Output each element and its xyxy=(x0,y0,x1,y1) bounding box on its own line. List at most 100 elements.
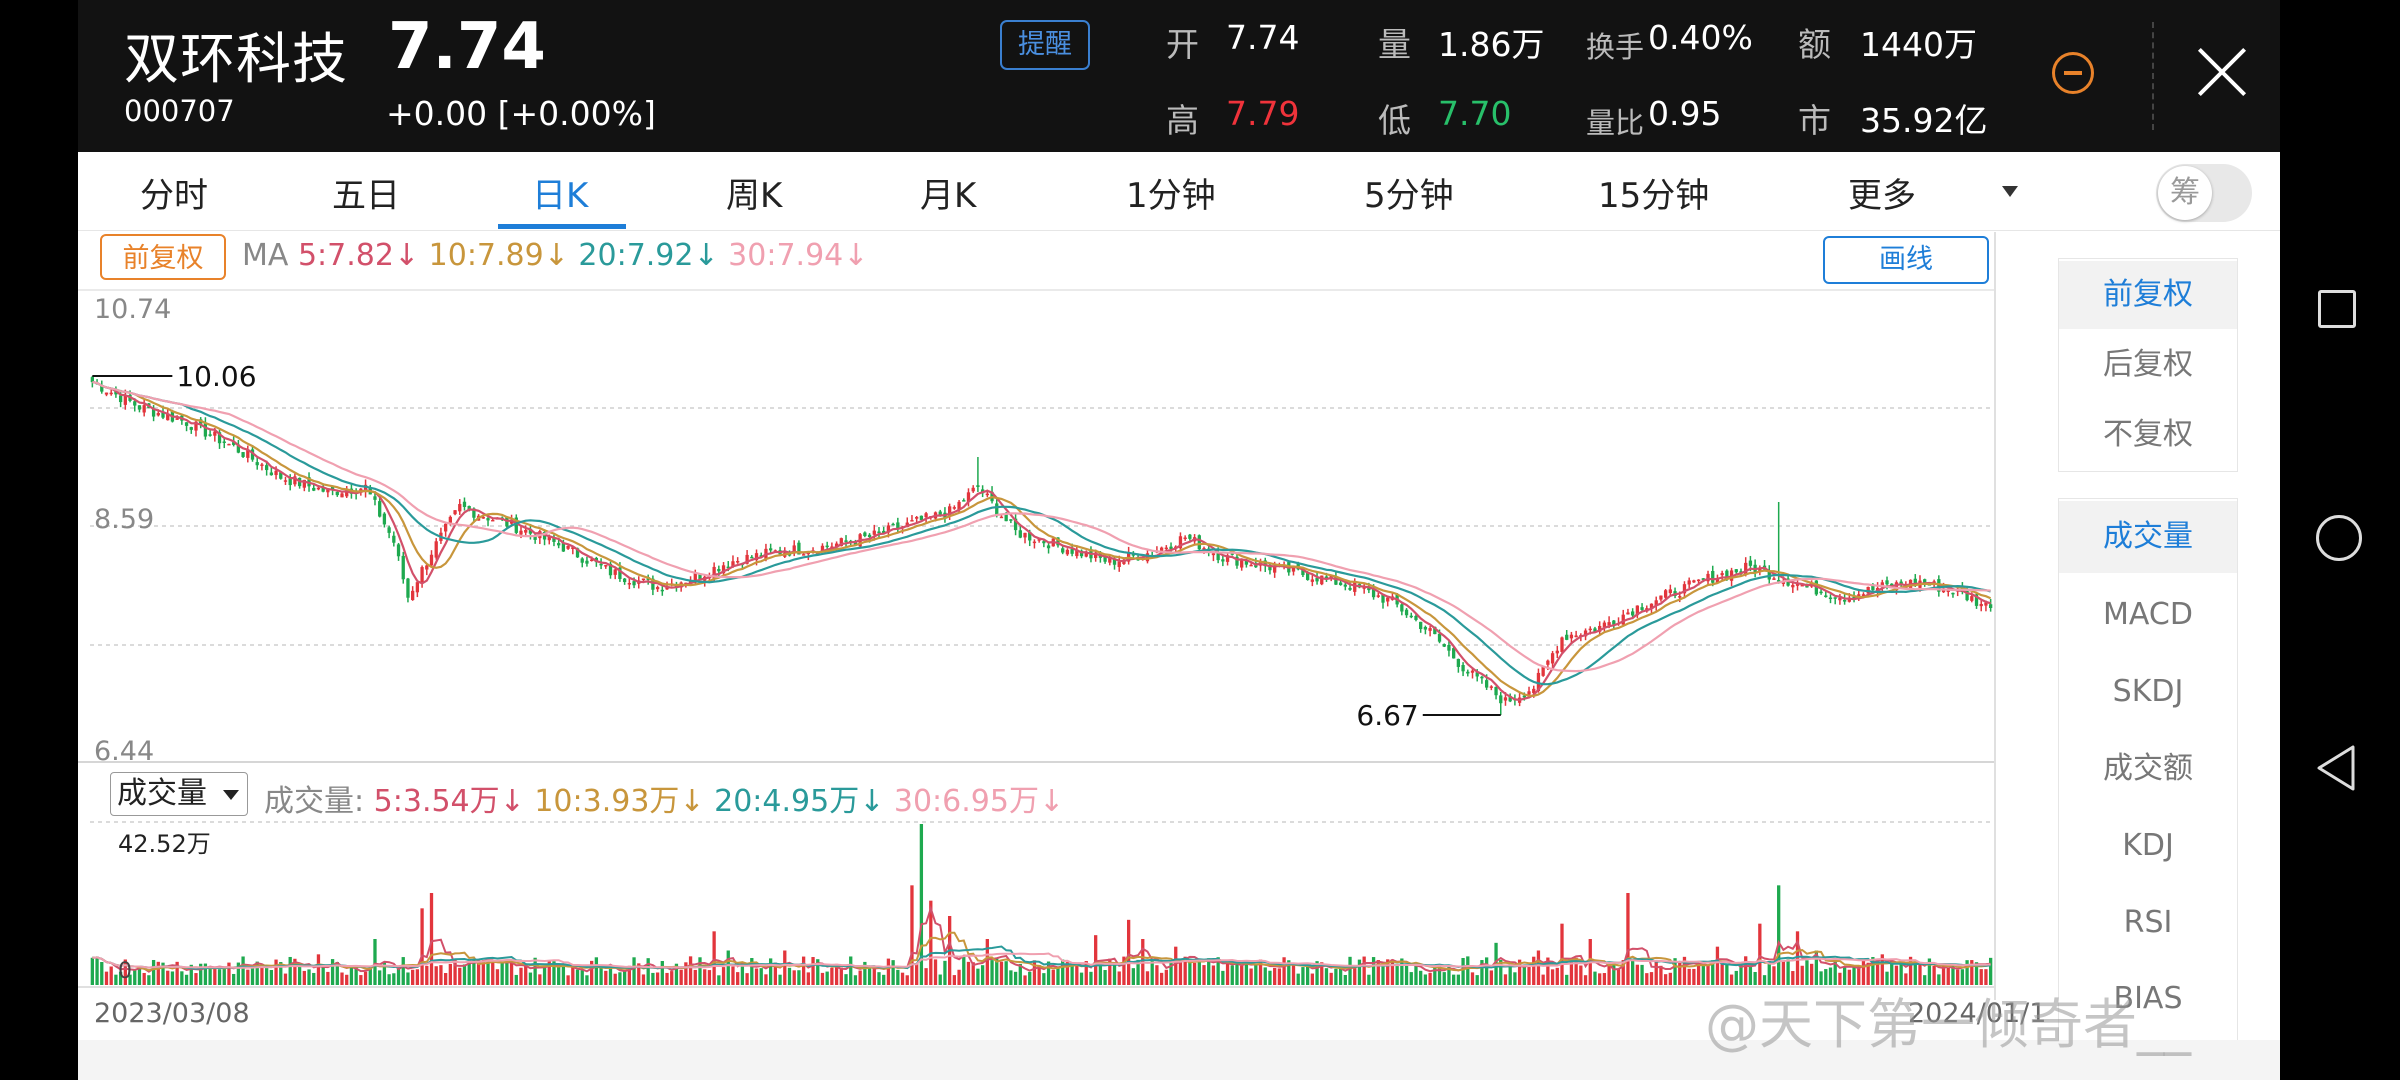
tab-five-day[interactable]: 五日 xyxy=(332,176,400,216)
side-kdj[interactable]: KDJ xyxy=(2122,828,2174,863)
volume-bar xyxy=(1715,946,1720,985)
candle-body xyxy=(1442,644,1446,647)
candle-body xyxy=(100,385,104,392)
side-skdj[interactable]: SKDJ xyxy=(2112,674,2184,709)
volume-bar xyxy=(1108,958,1112,985)
volume-bar xyxy=(1216,957,1220,985)
alert-button[interactable]: 提醒 xyxy=(1000,20,1090,70)
candle-body xyxy=(1489,686,1493,688)
candle-body xyxy=(241,452,245,457)
volume-bar xyxy=(1941,965,1946,985)
volume-bar xyxy=(882,974,886,985)
side-turnover-amount[interactable]: 成交额 xyxy=(2103,751,2193,786)
candle-body xyxy=(1188,534,1192,539)
candle-body xyxy=(387,527,391,533)
volume-indicator-select[interactable]: 成交量 xyxy=(110,772,248,816)
volume-bar xyxy=(962,956,966,985)
volume-bar xyxy=(1781,961,1786,985)
side-macd[interactable]: MACD xyxy=(2103,597,2193,632)
candle-body xyxy=(1748,560,1753,566)
kline-chart[interactable]: 10.74 8.59 6.44 10.06 6.67 42.52万 0 2023/03/08 2… xyxy=(78,0,2280,1080)
candle-body xyxy=(293,476,297,485)
volume-bar xyxy=(1649,972,1654,985)
side-forward-adjust[interactable]: 前复权 xyxy=(2059,261,2237,329)
volume-bar xyxy=(378,970,382,985)
volume-bar xyxy=(1136,959,1140,985)
candle-body xyxy=(1235,556,1239,566)
candle-body xyxy=(1470,670,1475,673)
tab-monthly-k[interactable]: 月K xyxy=(920,176,977,216)
recent-apps-icon[interactable] xyxy=(2318,290,2356,328)
tab-intraday[interactable]: 分时 xyxy=(140,176,208,216)
tab-more[interactable]: 更多 xyxy=(1848,176,1916,216)
volume-bar xyxy=(1094,935,1098,985)
volume-bar xyxy=(1890,960,1894,985)
candle-body xyxy=(137,405,142,410)
candle-body xyxy=(1607,622,1611,626)
volume-bar xyxy=(118,971,123,985)
volume-bar xyxy=(1927,958,1932,985)
side-bias[interactable]: BIAS xyxy=(2113,981,2183,1016)
volume-bar xyxy=(1513,972,1517,985)
volume-bar xyxy=(1786,959,1790,985)
draw-line-button[interactable]: 画线 xyxy=(1823,236,1989,284)
volume-bar xyxy=(651,972,655,985)
remove-watchlist-icon[interactable] xyxy=(2052,52,2094,94)
volume-bar xyxy=(260,967,264,985)
side-no-adjust[interactable]: 不复权 xyxy=(2103,417,2193,452)
side-rsi[interactable]: RSI xyxy=(2123,905,2173,940)
candle-body xyxy=(1484,680,1489,688)
candle-body xyxy=(467,505,471,510)
candle-body xyxy=(1687,580,1691,585)
candle-body xyxy=(1720,573,1724,576)
volume-bar xyxy=(1885,971,1889,985)
volume-bar xyxy=(1126,919,1131,985)
volume-bar xyxy=(1070,966,1074,985)
volume-bar xyxy=(1565,974,1569,985)
tab-daily-k[interactable]: 日K xyxy=(532,176,589,216)
volume-bar xyxy=(773,962,778,985)
volume-bar xyxy=(552,961,556,985)
volume-bar xyxy=(1616,968,1621,985)
stock-app-screen: 双环科技 7.74 000707 +0.00 [+0.00%] 提醒 开 7.7… xyxy=(78,0,2280,1080)
volume-bar xyxy=(1004,961,1008,985)
amount-value: 1440万 xyxy=(1860,25,1977,64)
adjust-mode-button[interactable]: 前复权 xyxy=(100,234,226,280)
min-price-label: 6.67 xyxy=(1356,699,1418,732)
tab-1min[interactable]: 1分钟 xyxy=(1126,176,1216,216)
volume-bar xyxy=(778,974,782,985)
side-backward-adjust[interactable]: 后复权 xyxy=(2103,347,2193,382)
volume-bar xyxy=(227,962,231,985)
tab-weekly-k[interactable]: 周K xyxy=(726,176,783,216)
candle-body xyxy=(613,569,617,575)
volume-bar xyxy=(952,975,957,985)
candle-body xyxy=(453,510,457,515)
chevron-down-icon[interactable] xyxy=(2002,186,2018,197)
volume-bar xyxy=(1103,970,1107,985)
tab-15min[interactable]: 15分钟 xyxy=(1598,176,1710,216)
candle-body xyxy=(213,431,217,436)
volume-bar xyxy=(1852,966,1856,985)
volume-bar xyxy=(646,958,650,985)
back-icon[interactable] xyxy=(2316,744,2356,792)
candle-body xyxy=(326,488,330,493)
candle-body xyxy=(966,492,971,503)
volume-bar xyxy=(1607,966,1611,985)
candle-body xyxy=(1164,547,1168,550)
candle-body xyxy=(1725,570,1729,579)
candle-body xyxy=(514,517,518,533)
volume-bar xyxy=(750,958,754,985)
candle-body xyxy=(415,582,420,593)
candle-body xyxy=(269,472,273,476)
volume-bar xyxy=(608,966,613,985)
volume-bar xyxy=(943,960,947,985)
home-icon[interactable] xyxy=(2316,515,2362,561)
tab-5min[interactable]: 5分钟 xyxy=(1364,176,1454,216)
volume-bar xyxy=(910,885,914,985)
volume-bar xyxy=(816,959,820,985)
volume-bar xyxy=(462,964,467,985)
side-volume[interactable]: 成交量 xyxy=(2059,501,2237,573)
candle-body xyxy=(222,441,226,443)
volume-bar xyxy=(594,957,599,985)
chip-toggle-knob[interactable]: 筹 xyxy=(2158,166,2212,220)
